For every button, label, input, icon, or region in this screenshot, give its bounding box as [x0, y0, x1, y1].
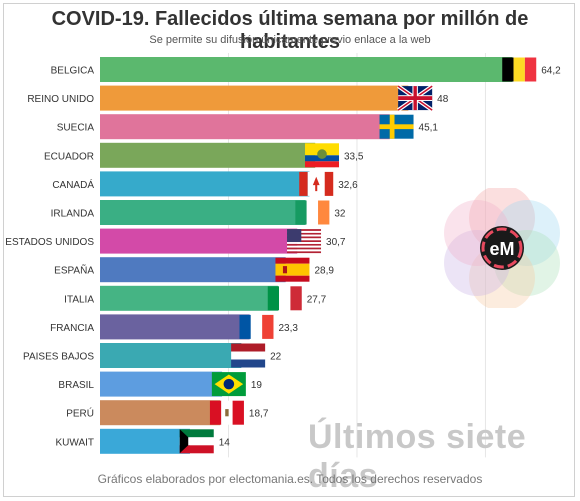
bar-belgica: [100, 57, 513, 82]
chart-title: COVID-19. Fallecidos última semana por m…: [51, 8, 529, 53]
bar-reino-unido: [100, 85, 409, 111]
category-label-paises-bajos: PAISES BAJOS: [23, 352, 94, 363]
value-label-brasil: 19: [251, 380, 263, 391]
flag-icon-usa: [287, 229, 322, 254]
flag-icon-canada: [299, 171, 334, 196]
bar-kuwait: [100, 428, 190, 454]
flag-icon-france: [239, 314, 274, 339]
category-label-italia: ITALIA: [64, 294, 94, 305]
category-label-per-: PERÚ: [66, 407, 94, 420]
bar-irlanda: [100, 200, 306, 225]
footer-note: Gráficos elaborados por electomania.es. …: [97, 472, 483, 486]
electomania-logo: eM: [444, 188, 560, 308]
watermark: Últimos siete días: [308, 418, 527, 495]
value-label-kuwait: 14: [219, 437, 231, 448]
category-label-kuwait: KUWAIT: [55, 437, 94, 448]
category-label-espa-a: ESPAÑA: [54, 264, 94, 277]
chart-frame: [3, 3, 575, 497]
value-label-paises-bajos: 22: [270, 352, 282, 363]
flag-icon-ecuador: [305, 143, 340, 168]
chart-subtitle: Se permite su difusión únicamente previo…: [149, 34, 431, 46]
bar-brasil: [100, 371, 223, 397]
value-label-reino-unido: 48: [437, 94, 449, 105]
category-label-suecia: SUECIA: [57, 123, 95, 134]
flag-icon-sweden: [379, 114, 414, 139]
flag-icon-spain: [275, 257, 310, 282]
value-label-espa-a: 28,9: [314, 266, 334, 277]
value-label-per-: 18,7: [249, 409, 269, 420]
category-label-brasil: BRASIL: [58, 380, 94, 391]
value-label-italia: 27,7: [307, 294, 327, 305]
bar-per-: [100, 400, 221, 426]
category-label-francia: FRANCIA: [50, 323, 94, 334]
flag-icon-brazil: [211, 372, 246, 397]
value-label-estados-unidos: 30,7: [326, 237, 346, 248]
logo-text: eM: [489, 239, 514, 259]
flag-icon-uk: [397, 84, 434, 112]
category-label-canad-: CANADÁ: [52, 178, 94, 191]
flag-icon-belgium: [502, 57, 537, 82]
category-label-reino-unido: REINO UNIDO: [27, 94, 94, 105]
category-label-ecuador: ECUADOR: [44, 151, 94, 162]
bar-suecia: [100, 114, 390, 140]
category-label-irlanda: IRLANDA: [51, 209, 95, 220]
bar-ecuador: [100, 142, 316, 168]
bar-canad-: [100, 171, 310, 197]
flag-icon-italy: [267, 286, 302, 311]
bar-espa-a: [100, 257, 286, 283]
bar-italia: [100, 285, 278, 311]
bar-paises-bajos: [100, 343, 242, 368]
category-label-belgica: BELGICA: [51, 66, 95, 77]
category-label-estados-unidos: ESTADOS UNIDOS: [5, 237, 94, 248]
bar-francia: [100, 314, 250, 340]
flag-icon-ireland: [295, 200, 330, 225]
bar-estados-unidos: [100, 228, 298, 254]
value-label-canad-: 32,6: [338, 180, 358, 191]
flag-icon-kuwait: [179, 429, 214, 454]
value-label-francia: 23,3: [278, 323, 298, 334]
flag-icon-netherlands: [231, 343, 266, 368]
value-label-belgica: 64,2: [541, 66, 561, 77]
value-label-ecuador: 33,5: [344, 151, 364, 162]
value-label-suecia: 45,1: [419, 123, 439, 134]
flag-icon-peru: [209, 400, 244, 425]
value-label-irlanda: 32: [334, 209, 346, 220]
